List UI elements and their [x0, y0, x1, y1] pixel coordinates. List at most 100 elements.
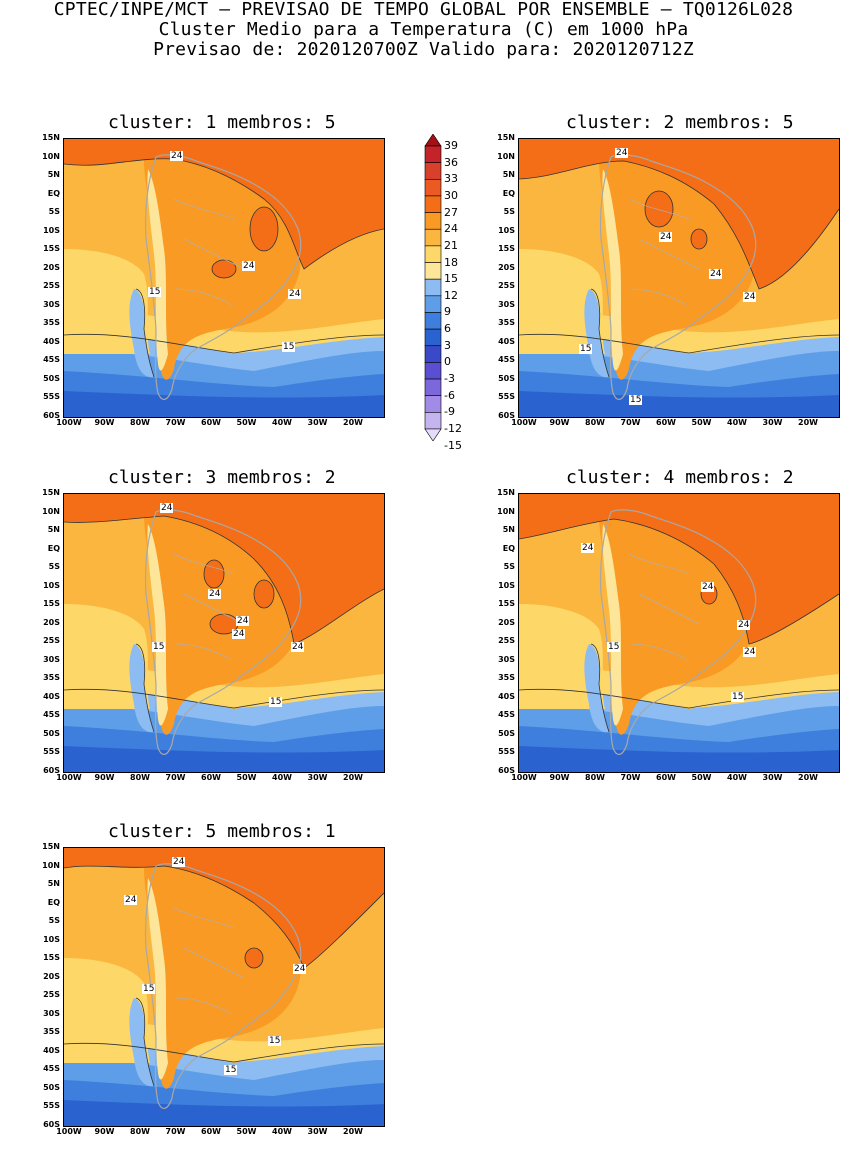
colorbar-swatch: [424, 345, 442, 363]
lon-tick-label: 40W: [727, 418, 747, 427]
colorbar-tick-label: 0: [444, 355, 451, 369]
lat-tick-label: 25S: [498, 636, 515, 646]
lat-tick-label: 45S: [43, 355, 60, 365]
contour-label: 15: [731, 692, 745, 702]
lat-tick-label: 10S: [43, 934, 60, 944]
contour-label: 24: [709, 269, 723, 279]
colorbar-tick-label: -12: [444, 422, 462, 435]
temperature-map: 24 24 24 15 15: [63, 138, 385, 418]
lat-tick-label: 5N: [502, 525, 515, 535]
lon-tick-label: 30W: [307, 418, 328, 427]
lat-tick-label: 10S: [43, 580, 60, 590]
lat-tick-label: 30S: [498, 654, 515, 664]
colorbar-swatch: [424, 328, 442, 347]
contour-label: 24: [170, 151, 184, 161]
lat-tick-label: 10N: [42, 860, 60, 870]
colorbar-tick-label: 18: [444, 255, 458, 269]
temperature-field: [519, 494, 839, 772]
colorbar-swatch: [424, 162, 442, 180]
lat-tick-label: 15N: [497, 133, 515, 142]
colorbar-tick-label: 15: [444, 272, 458, 286]
lat-tick-label: 20S: [43, 262, 60, 272]
contour-label: 24: [160, 503, 174, 513]
temperature-field: [519, 139, 839, 417]
colorbar-tick-label: 24: [444, 222, 458, 236]
lat-tick-label: 10N: [497, 151, 515, 161]
contour-label: 15: [269, 697, 283, 707]
lon-tick-label: 80W: [585, 773, 605, 782]
lat-tick-label: 60S: [498, 766, 515, 775]
colorbar-tick-label: 36: [444, 155, 458, 169]
lat-tick-label: 20S: [498, 617, 515, 627]
contour-label: 15: [224, 1065, 238, 1075]
contour-label: 24: [291, 642, 305, 652]
lon-tick-label: 80W: [585, 418, 605, 427]
lon-tick-label: 50W: [236, 1127, 257, 1136]
lat-tick-label: 45S: [498, 710, 515, 720]
temperature-map: 24 24 24 24 15 15: [518, 493, 840, 773]
lon-tick-label: 20W: [798, 773, 818, 782]
lon-tick-label: 90W: [94, 418, 115, 427]
header-dates: Previsao de: 2020120700Z Valido para: 20…: [153, 39, 694, 60]
contour-label: 15: [282, 342, 296, 352]
colorbar-swatch: [424, 145, 442, 163]
colorbar-tick-label: 12: [444, 288, 458, 302]
lon-tick-label: 100W: [56, 773, 82, 782]
panel-title: cluster: 4 membros: 2: [566, 467, 794, 488]
temperature-field: [64, 848, 384, 1126]
panel-title: cluster: 5 membros: 1: [108, 821, 336, 842]
panel-title: cluster: 1 membros: 5: [108, 112, 336, 133]
lat-tick-label: 15S: [498, 599, 515, 609]
lat-tick-label: 60S: [43, 411, 60, 420]
lat-tick-label: 55S: [43, 747, 60, 757]
lon-tick-label: 40W: [272, 418, 292, 427]
lat-tick-label: 15N: [42, 488, 60, 497]
lon-tick-label: 30W: [307, 773, 328, 782]
lat-tick-label: 25S: [498, 281, 515, 291]
lat-tick-label: 15N: [497, 488, 515, 497]
colorbar-swatch: [424, 295, 442, 313]
lon-tick-label: 80W: [130, 1127, 150, 1136]
temperature-map: 24 24 24 15 15 15: [63, 847, 385, 1127]
lat-tick-label: 35S: [43, 673, 60, 683]
contour-label: 24: [743, 292, 757, 302]
lat-tick-label: 30S: [43, 1008, 60, 1018]
lon-tick-label: 90W: [549, 418, 570, 427]
lat-tick-label: 55S: [43, 392, 60, 402]
lon-tick-label: 70W: [165, 418, 186, 427]
lat-tick-label: 40S: [43, 1045, 60, 1055]
lon-tick-label: 100W: [56, 418, 82, 427]
colorbar-swatch: [424, 228, 442, 247]
contour-label: 24: [124, 895, 138, 905]
contour-label: 15: [268, 1036, 282, 1046]
lon-tick-label: 100W: [511, 418, 537, 427]
lat-tick-label: 40S: [43, 691, 60, 701]
contour-label: 24: [232, 629, 246, 639]
lat-tick-label: EQ: [502, 188, 515, 198]
lat-tick-label: 55S: [498, 392, 515, 402]
contour-label: 24: [737, 620, 751, 630]
lon-tick-label: 80W: [130, 418, 150, 427]
lat-tick-label: 50S: [43, 728, 60, 738]
colorbar: [424, 133, 442, 442]
lon-tick-label: 20W: [798, 418, 818, 427]
panel-title: cluster: 2 membros: 5: [566, 112, 794, 133]
colorbar-swatch: [424, 212, 442, 230]
colorbar-tick-label: 3: [444, 338, 451, 352]
lat-tick-label: 20S: [498, 262, 515, 272]
lat-tick-label: 40S: [498, 336, 515, 346]
lon-tick-label: 90W: [94, 1127, 115, 1136]
lat-tick-label: 5N: [47, 525, 60, 535]
contour-label: 24: [659, 232, 673, 242]
lon-tick-label: 20W: [343, 1127, 363, 1136]
lat-tick-label: 15N: [42, 133, 60, 142]
lat-tick-label: 15S: [498, 244, 515, 254]
contour-label: 24: [293, 964, 307, 974]
lat-tick-label: EQ: [47, 188, 60, 198]
lat-tick-label: EQ: [502, 543, 515, 553]
colorbar-swatch: [424, 245, 442, 263]
temperature-field: [64, 139, 384, 417]
lat-tick-label: 30S: [43, 299, 60, 309]
lat-tick-label: EQ: [47, 897, 60, 907]
lat-tick-label: 15S: [43, 244, 60, 254]
